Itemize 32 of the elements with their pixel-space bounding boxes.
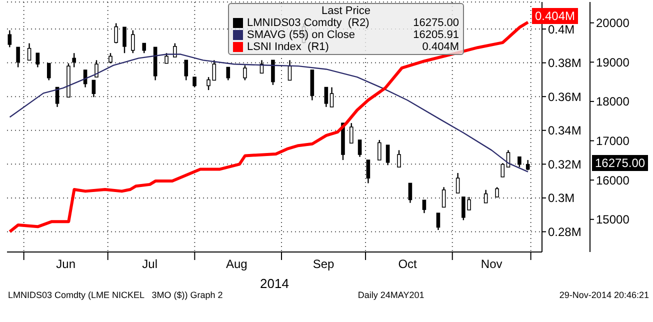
x-tick-label: Oct: [398, 257, 418, 271]
legend-label: SMAVG (55) on Close: [247, 29, 356, 41]
annotation: 0.404M: [422, 41, 459, 53]
y2-tick-label: 17000: [596, 134, 630, 148]
text: Daily 24MAY201: [358, 290, 424, 300]
text: LMNIDS03 Comdty (LME NICKEL 3MO ($)) Graph 2: [8, 290, 223, 300]
text: 16275.00: [595, 156, 646, 170]
y2-tick-label: 15000: [596, 212, 630, 227]
y2-tick-label: 16000: [596, 173, 630, 188]
legend-label: LMNIDS03 Comdty (R2): [247, 17, 370, 29]
y-tick-label: 0.3M: [548, 191, 575, 206]
text: 0.404M: [535, 9, 576, 24]
x-axis-title: 2014: [260, 276, 289, 291]
y-tick-label: 0.28M: [548, 224, 582, 239]
y2-tick-label: 19000: [596, 55, 630, 70]
y2-tick-label: 18000: [596, 94, 630, 109]
y-tick-label: 0.34M: [548, 124, 582, 138]
x-tick-label: Jul: [142, 257, 158, 271]
y-tick-label: 0.32M: [548, 157, 582, 172]
annotation: 16275.00: [413, 17, 459, 29]
y-tick-label: 0.36M: [548, 90, 582, 104]
legend-label: LSNI Index (R1): [247, 41, 330, 53]
y2-tick-label: 20000: [596, 16, 630, 30]
y-tick-label: 0.38M: [548, 56, 582, 70]
x-tick-label: Aug: [226, 257, 248, 271]
x-tick-label: Jun: [56, 257, 76, 271]
annotation: 16205.91: [413, 29, 459, 41]
x-tick-label: Sep: [312, 257, 335, 271]
y-tick-label: 0.4M: [548, 22, 575, 36]
text: 29-Nov-2014 20:46:21: [559, 290, 649, 300]
legend-title: Last Price: [320, 5, 372, 17]
x-tick-label: Nov: [480, 257, 502, 271]
